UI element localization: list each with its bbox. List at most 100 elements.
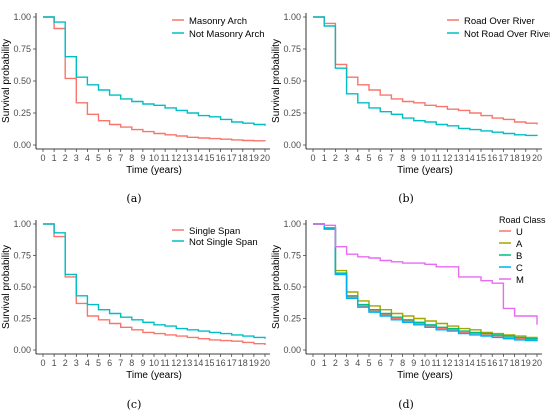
x-tick-label-b: 1 <box>322 153 327 163</box>
y-tick-label-b: 0.25 <box>283 108 301 118</box>
x-tick-label-a: 20 <box>260 153 270 163</box>
x-axis-title-d: Time (years) <box>397 370 453 381</box>
x-tick-label-c: 16 <box>216 358 226 368</box>
x-tick-label-d: 11 <box>432 358 441 368</box>
y-tick-label-a: 0.25 <box>13 108 31 118</box>
y-tick-label-a: 1.00 <box>13 12 31 22</box>
x-tick-label-d: 18 <box>510 358 520 368</box>
x-tick-label-c: 5 <box>96 358 101 368</box>
x-tick-label-d: 4 <box>355 358 360 368</box>
x-tick-label-b: 17 <box>498 153 508 163</box>
legend-label-a-0: Masonry Arch <box>189 16 247 27</box>
x-tick-label-c: 0 <box>40 358 45 368</box>
legend-label-a-1: Not Masonry Arch <box>189 29 265 40</box>
x-axis-title-c: Time (years) <box>126 370 182 381</box>
series-line-d-3 <box>313 223 538 342</box>
x-tick-label-d: 14 <box>465 358 475 368</box>
x-tick-label-d: 0 <box>310 358 315 368</box>
x-tick-label-b: 11 <box>432 153 441 163</box>
y-tick-label-a: 0.00 <box>13 140 31 150</box>
x-tick-label-d: 6 <box>378 358 383 368</box>
x-tick-label-d: 12 <box>442 358 452 368</box>
x-tick-label-c: 8 <box>129 358 134 368</box>
x-tick-label-d: 16 <box>487 358 497 368</box>
x-tick-label-b: 13 <box>454 153 464 163</box>
x-tick-label-a: 4 <box>85 153 90 163</box>
x-tick-label-c: 6 <box>107 358 112 368</box>
x-tick-label-c: 17 <box>227 358 237 368</box>
x-tick-label-c: 15 <box>204 358 214 368</box>
y-tick-label-c: 0.00 <box>13 345 31 355</box>
x-axis-title-b: Time (years) <box>397 165 453 176</box>
x-tick-label-b: 16 <box>487 153 497 163</box>
x-tick-label-a: 14 <box>193 153 203 163</box>
x-tick-label-c: 7 <box>118 358 123 368</box>
legend-label-b-0: Road Over River <box>464 16 535 27</box>
x-tick-label-c: 20 <box>260 358 270 368</box>
x-tick-label-b: 10 <box>420 153 430 163</box>
x-tick-label-d: 8 <box>400 358 405 368</box>
x-tick-label-c: 19 <box>249 358 259 368</box>
x-tick-label-d: 20 <box>532 358 542 368</box>
legend-label-d-0: U <box>516 227 523 238</box>
x-tick-label-b: 6 <box>378 153 383 163</box>
y-tick-label-c: 0.25 <box>13 314 31 324</box>
x-tick-label-d: 7 <box>389 358 394 368</box>
x-tick-label-a: 15 <box>204 153 214 163</box>
x-tick-label-b: 12 <box>442 153 452 163</box>
x-tick-label-a: 11 <box>160 153 169 163</box>
series-line-a-1 <box>43 16 266 126</box>
y-tick-label-a: 0.50 <box>13 76 31 86</box>
x-tick-label-a: 7 <box>118 153 123 163</box>
x-tick-label-c: 1 <box>52 358 57 368</box>
x-tick-label-b: 0 <box>310 153 315 163</box>
x-tick-label-d: 5 <box>366 358 371 368</box>
x-tick-label-a: 17 <box>227 153 237 163</box>
x-tick-label-c: 13 <box>182 358 192 368</box>
x-tick-label-a: 5 <box>96 153 101 163</box>
legend-label-d-1: A <box>516 239 523 250</box>
y-axis-title-a: Survival probability <box>1 39 12 123</box>
x-tick-label-b: 5 <box>366 153 371 163</box>
x-tick-label-a: 19 <box>249 153 259 163</box>
x-tick-label-a: 12 <box>171 153 181 163</box>
y-tick-label-b: 0.00 <box>283 140 301 150</box>
x-tick-label-b: 15 <box>476 153 486 163</box>
x-tick-label-a: 1 <box>52 153 57 163</box>
x-tick-label-d: 19 <box>521 358 531 368</box>
x-tick-label-d: 15 <box>476 358 486 368</box>
y-axis-title-d: Survival probability <box>271 245 282 329</box>
y-tick-label-a: 0.75 <box>13 44 31 54</box>
legend-label-c-0: Single Span <box>189 226 240 237</box>
y-axis-title-b: Survival probability <box>271 39 282 123</box>
x-tick-label-b: 7 <box>389 153 394 163</box>
x-tick-label-a: 2 <box>63 153 68 163</box>
panel-a: 0.000.250.500.751.000 1 2 3 4 5 6 7 8 9 10 11 12 13 14… <box>1 12 270 176</box>
series-line-d-4 <box>313 223 538 325</box>
x-tick-label-d: 3 <box>344 358 349 368</box>
x-tick-label-b: 2 <box>333 153 338 163</box>
y-tick-label-c: 0.50 <box>13 282 31 292</box>
legend-title-d: Road Class <box>499 215 546 225</box>
x-tick-label-d: 2 <box>333 358 338 368</box>
x-tick-label-c: 14 <box>193 358 203 368</box>
x-tick-label-c: 10 <box>149 358 159 368</box>
x-tick-label-c: 9 <box>140 358 145 368</box>
panel-label-b: (b) <box>398 192 414 205</box>
panel-label-d: (d) <box>398 398 414 411</box>
legend-label-d-2: B <box>516 251 522 262</box>
legend-label-b-1: Not Road Over River <box>464 29 550 40</box>
series-line-b-1 <box>313 16 538 137</box>
panel-d: 0.000.250.500.751.000 1 2 3 4 5 6 7 8 9 10 11 12 13 14… <box>271 215 546 381</box>
x-tick-label-a: 18 <box>238 153 248 163</box>
x-tick-label-a: 8 <box>129 153 134 163</box>
legend-label-d-3: C <box>516 263 523 274</box>
x-tick-label-b: 8 <box>400 153 405 163</box>
x-tick-label-c: 11 <box>160 358 169 368</box>
x-tick-label-d: 17 <box>498 358 508 368</box>
y-tick-label-b: 0.50 <box>283 76 301 86</box>
y-tick-label-d: 0.00 <box>283 345 301 355</box>
x-tick-label-d: 10 <box>420 358 430 368</box>
y-tick-label-d: 1.00 <box>283 219 301 229</box>
